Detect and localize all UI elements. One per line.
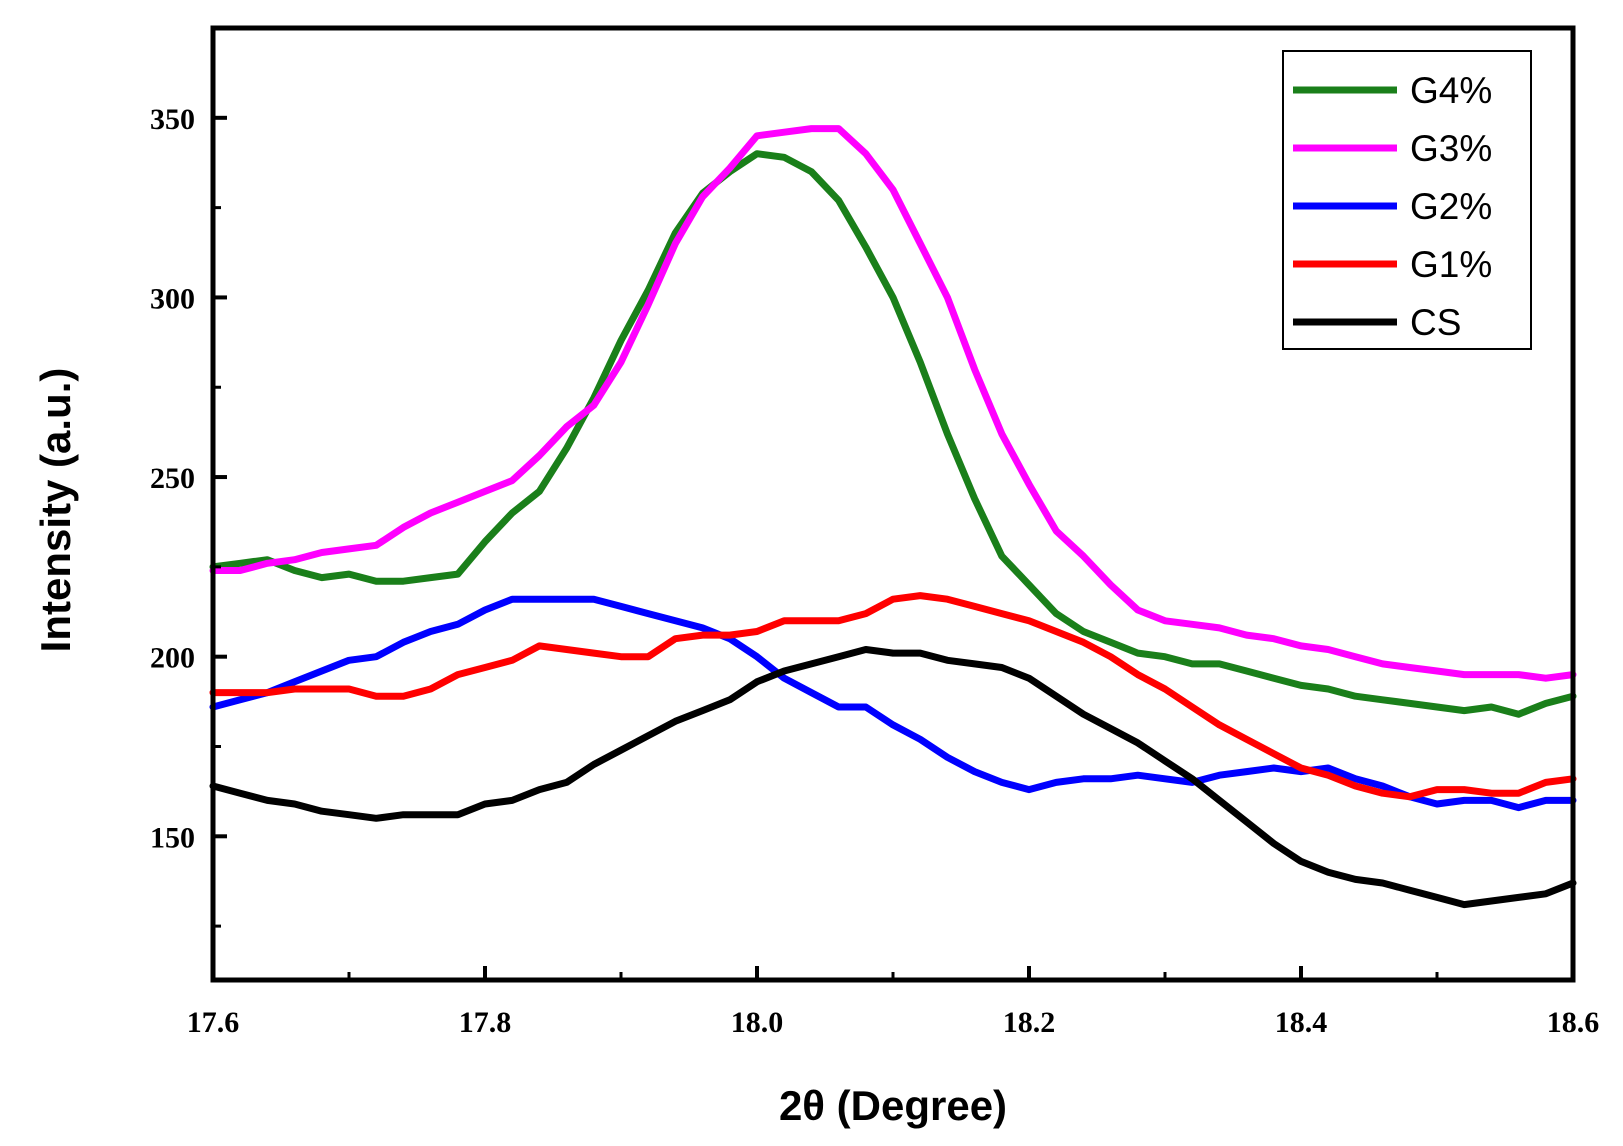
x-axis-title: 2θ (Degree) [779,1082,1007,1129]
series-line-cs [209,646,1577,909]
legend-label: G4% [1410,70,1492,111]
y-tick-label: 300 [150,282,195,315]
legend-label: CS [1410,302,1461,343]
x-tick-label: 18.2 [1003,1006,1056,1039]
x-tick-label: 18.6 [1547,1006,1600,1039]
x-axis: 17.6 17.8 18.0 18.2 18.4 18.6 [187,966,1600,1039]
legend-box [1282,50,1532,350]
series-line-g2-pct [209,595,1577,812]
series-line-g4-pct [209,150,1577,718]
y-tick-label: 200 [150,642,195,675]
series-line-g3-pct [209,125,1577,682]
series-line-g1-pct [209,592,1577,801]
x-tick-label: 17.6 [187,1006,240,1039]
y-tick-label: 250 [150,462,195,495]
legend: G4% G3% G2% G1% CS [1282,50,1532,350]
x-tick-label: 18.4 [1275,1006,1328,1039]
y-tick-label: 150 [150,821,195,854]
legend-label: G1% [1410,244,1492,285]
y-axis-title: Intensity (a.u.) [32,368,79,653]
x-tick-label: 17.8 [459,1006,512,1039]
y-axis: 150 200 250 300 350 [150,103,227,928]
y-tick-label: 350 [150,103,195,136]
x-tick-label: 18.0 [731,1006,784,1039]
series-layer [209,125,1577,909]
legend-label: G3% [1410,128,1492,169]
legend-label: G2% [1410,186,1492,227]
